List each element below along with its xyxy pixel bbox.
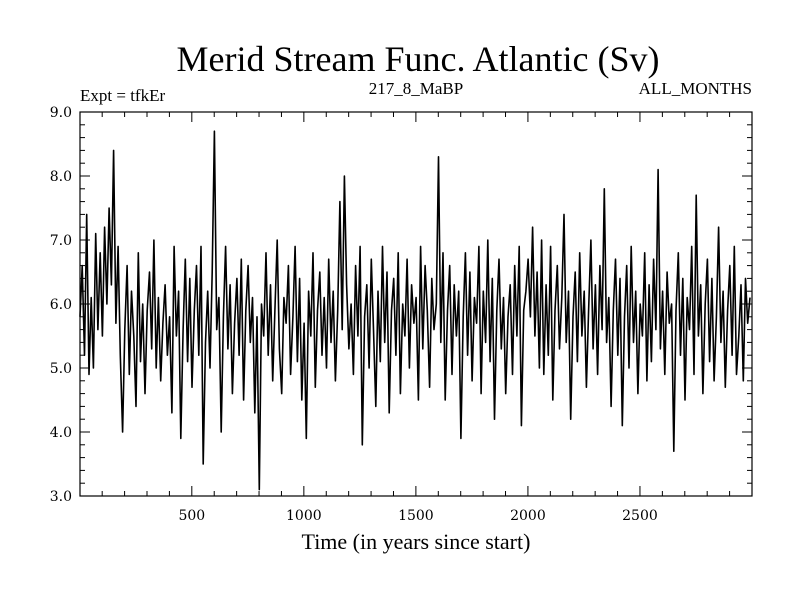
months-label: ALL_MONTHS — [639, 79, 752, 98]
y-tick-label: 5.0 — [50, 361, 72, 377]
period-label: 217_8_MaBP — [369, 79, 463, 98]
y-tick-label: 3.0 — [50, 489, 72, 505]
x-tick-label: 500 — [178, 508, 205, 524]
chart-title: Merid Stream Func. Atlantic (Sv) — [177, 39, 660, 79]
y-tick-label: 8.0 — [50, 169, 72, 185]
x-axis-label: Time (in years since start) — [302, 529, 531, 554]
series-line — [79, 130, 751, 491]
y-tick-label: 6.0 — [50, 297, 72, 313]
x-tick-label: 1500 — [398, 508, 434, 524]
y-tick-label: 4.0 — [50, 425, 72, 441]
y-axis: 3.0 4.0 5.0 6.0 7.0 8.0 9.0 — [50, 105, 752, 505]
x-tick-label: 1000 — [286, 508, 322, 524]
x-tick-label: 2000 — [510, 508, 546, 524]
x-tick-label: 2500 — [622, 508, 658, 524]
y-tick-label: 9.0 — [50, 105, 72, 121]
y-tick-label: 7.0 — [50, 233, 72, 249]
experiment-label: Expt = tfkEr — [80, 86, 165, 105]
series-layer — [79, 130, 751, 491]
x-axis: 500 1000 1500 2000 2500 — [101, 112, 731, 524]
